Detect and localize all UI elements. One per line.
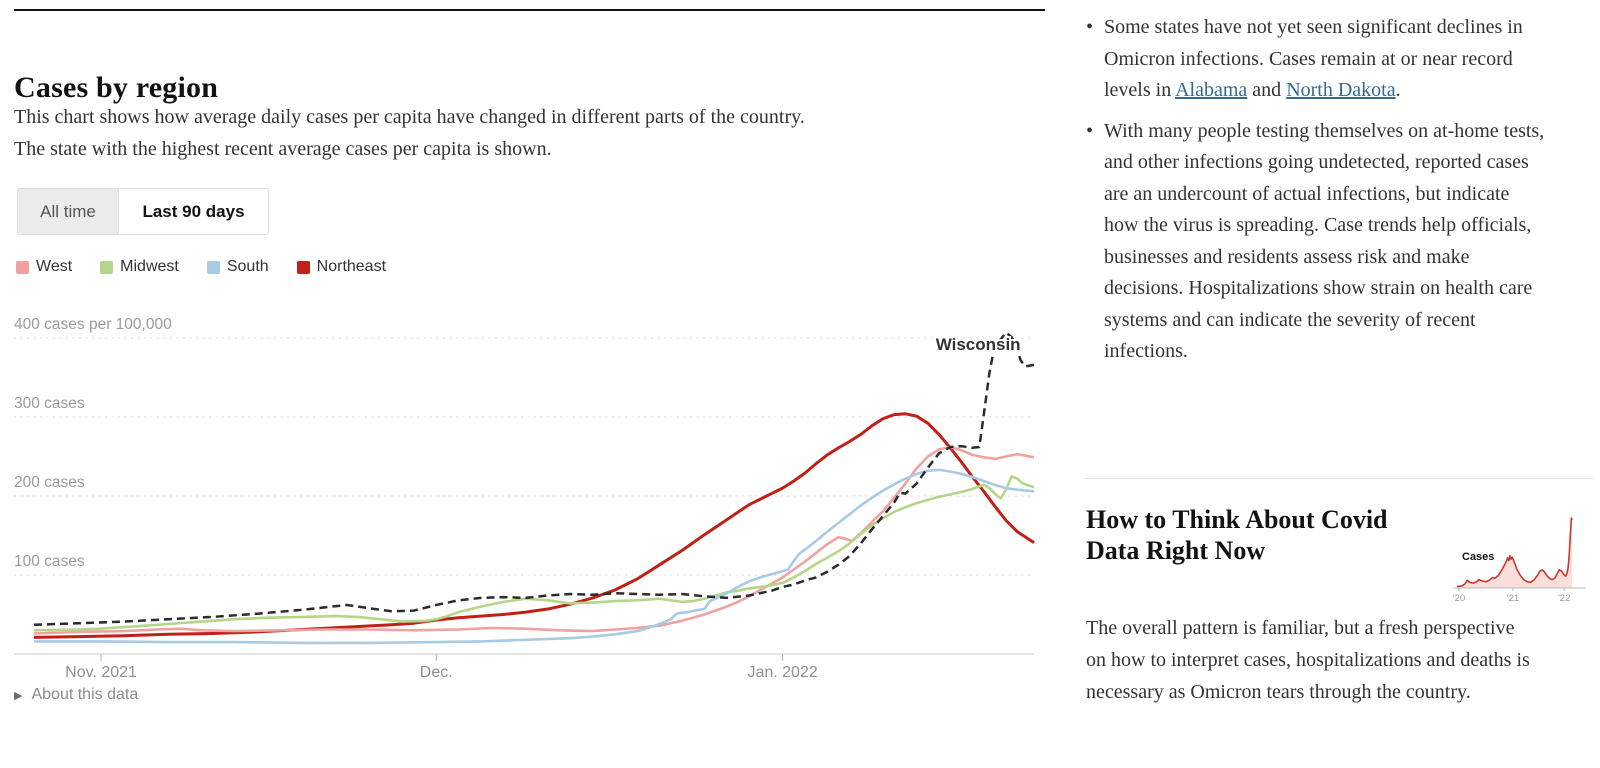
mini-chart-label: Cases: [1462, 551, 1495, 563]
legend-label-midwest: Midwest: [120, 258, 179, 275]
y-axis-label: 300 cases: [14, 395, 85, 412]
bullet-item: • Some states have not yet seen signific…: [1086, 12, 1548, 107]
bullet-text: With many people testing themselves on a…: [1104, 119, 1545, 363]
alabama-link[interactable]: Alabama: [1175, 79, 1248, 101]
legend-item-south: South: [206, 258, 269, 276]
series-line-midwest[interactable]: [33, 475, 1035, 632]
north-dakota-link[interactable]: North Dakota: [1286, 79, 1396, 101]
bullet-marker: •: [1086, 16, 1094, 38]
x-axis-label: Jan. 2022: [747, 664, 817, 681]
legend-item-northeast: Northeast: [296, 258, 387, 276]
chart-description: This chart shows how average daily cases…: [14, 101, 1029, 165]
chart-description-line1: This chart shows how average daily cases…: [14, 106, 805, 128]
mini-axis-label: '21: [1507, 593, 1519, 604]
cases-by-region-chart[interactable]: 400 cases per 100,000 300 cases 200 cases 1…: [14, 310, 1035, 682]
expand-triangle-icon: ▶: [14, 689, 23, 702]
mini-cases-sparkline: '20 '21 '22: [1453, 517, 1586, 604]
about-this-data-toggle[interactable]: ▶ About this data: [14, 686, 138, 704]
about-this-data-label: About this data: [31, 686, 139, 703]
bullet-text-pre: Some states have not yet seen significan…: [1104, 16, 1523, 101]
series-line-wisconsin[interactable]: [33, 331, 1035, 627]
y-axis-label: 400 cases per 100,000: [14, 316, 172, 333]
legend-item-west: West: [16, 258, 72, 276]
section-paragraph: The overall pattern is familiar, but a f…: [1086, 617, 1530, 703]
legend-label-south: South: [226, 258, 269, 275]
toggle-option-last-90-days[interactable]: Last 90 days: [118, 189, 268, 234]
bullet-text-mid: and: [1247, 79, 1287, 101]
legend-label-northeast: Northeast: [316, 258, 387, 275]
x-axis-label: Dec.: [420, 664, 453, 681]
legend-item-midwest: Midwest: [100, 258, 179, 276]
section-heading[interactable]: How to Think About Covid Data Right Now: [1086, 505, 1388, 565]
legend-swatch-midwest: [100, 260, 114, 274]
x-axis-label: Nov. 2021: [65, 664, 137, 681]
legend-swatch-northeast: [296, 260, 310, 274]
series-line-northeast[interactable]: [33, 412, 1035, 639]
mini-area-fill: [1457, 518, 1572, 588]
page-title: Cases by region: [14, 70, 219, 104]
legend-swatch-west: [16, 260, 29, 274]
bullet-item: • With many people testing themselves on…: [1086, 116, 1548, 368]
series-line-west[interactable]: [33, 445, 1035, 635]
bullet-text: Some states have not yet seen significan…: [1104, 12, 1548, 107]
series-line-south[interactable]: [34, 468, 1035, 645]
chart-description-line2: The state with the highest recent averag…: [14, 138, 552, 160]
y-axis-label: 100 cases: [14, 553, 85, 570]
chart-legend: West Midwest South Northeast: [16, 258, 386, 276]
mini-axis-label: '22: [1558, 593, 1570, 604]
time-range-toggle[interactable]: All time Last 90 days: [17, 188, 269, 235]
mini-cases-line: [1456, 517, 1573, 588]
legend-label-west: West: [36, 258, 73, 275]
sidebar-section-divider: [1085, 478, 1593, 479]
sidebar-bullet-list: • Some states have not yet seen signific…: [1086, 12, 1548, 377]
toggle-option-all-time[interactable]: All time: [18, 189, 118, 234]
legend-swatch-south: [206, 260, 220, 274]
mini-axis-label: '20: [1453, 593, 1465, 604]
bullet-text-post: .: [1395, 79, 1401, 101]
y-axis-label: 200 cases: [14, 474, 85, 491]
section-divider-rule: [14, 9, 1045, 11]
state-annotation-label: Wisconsin: [936, 335, 1021, 354]
bullet-marker: •: [1086, 119, 1094, 142]
